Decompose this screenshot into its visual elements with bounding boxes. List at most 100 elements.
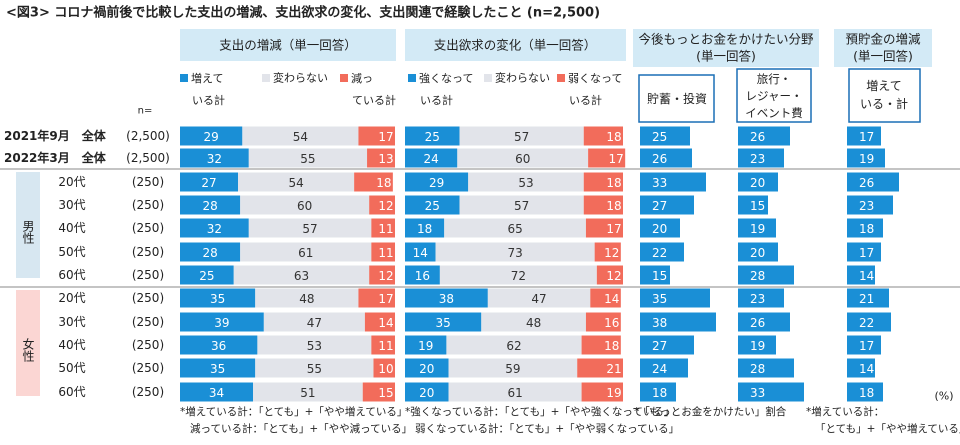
travel-leisure-bar bbox=[738, 126, 790, 146]
travel-leisure-value: 26 bbox=[750, 130, 765, 144]
header-bg-savings bbox=[834, 29, 932, 67]
footnote-savings: 「とても」+「やや増えている」 bbox=[815, 422, 960, 435]
savings-investment-bar bbox=[640, 382, 676, 402]
bar-same-bar bbox=[248, 218, 372, 238]
savings-investment-value: 20 bbox=[652, 222, 667, 236]
bar-decrease-value: 18 bbox=[606, 130, 621, 144]
bar-same-bar bbox=[435, 242, 595, 262]
bar-decrease-value: 10 bbox=[378, 362, 393, 376]
figure-title: <図3> コロナ禍前後で比較した支出の増減、支出欲求の変化、支出関連で経験したこ… bbox=[6, 5, 600, 21]
bar-increase-value: 24 bbox=[424, 152, 439, 166]
bar-same-bar bbox=[459, 195, 584, 215]
savings-increase-bar bbox=[847, 335, 881, 355]
bar-same-value: 73 bbox=[507, 246, 522, 260]
row-n: (250) bbox=[132, 291, 164, 305]
bar-increase-value: 20 bbox=[419, 386, 434, 400]
travel-leisure-value: 33 bbox=[750, 386, 765, 400]
bar-decrease-bar bbox=[373, 358, 395, 378]
bar-same-bar bbox=[255, 288, 359, 308]
row-n: (250) bbox=[132, 198, 164, 212]
bar-same-bar bbox=[457, 148, 589, 168]
savings-increase-value: 26 bbox=[859, 176, 874, 190]
bar-increase-bar bbox=[180, 218, 249, 238]
bar-decrease-value: 12 bbox=[378, 269, 393, 283]
panel-label-savings-increase: 増えて bbox=[866, 79, 901, 93]
travel-leisure-value: 28 bbox=[750, 362, 765, 376]
header-future-spending: 今後もっとお金をかけたい分野 bbox=[638, 32, 814, 47]
bar-same-bar bbox=[240, 195, 370, 215]
bar-same-value: 51 bbox=[300, 386, 315, 400]
row-n: (250) bbox=[132, 361, 164, 375]
travel-leisure-bar bbox=[738, 358, 794, 378]
header-bg-spending-change bbox=[180, 29, 396, 61]
row-label: 40代 bbox=[58, 338, 85, 352]
bar-decrease-bar bbox=[371, 218, 395, 238]
footnote-desire: *強くなっている計：「とても」+「やや強くなっている」 bbox=[405, 405, 674, 418]
legend-increase-label: 強くなっている計 bbox=[419, 72, 473, 107]
legend-decrease-label: 弱くなっている計 bbox=[568, 72, 622, 107]
savings-investment-value: 24 bbox=[652, 362, 667, 376]
unit-label: (%) bbox=[934, 390, 953, 403]
savings-investment-value: 18 bbox=[652, 386, 667, 400]
savings-investment-bar bbox=[640, 172, 706, 192]
legend-same-label: 変わらない bbox=[273, 71, 328, 85]
bar-increase-bar bbox=[180, 172, 239, 192]
bar-same-bar bbox=[439, 265, 597, 285]
panel-label-savings-investment: 貯蓄・投資 bbox=[647, 91, 707, 106]
bar-decrease-bar bbox=[596, 265, 623, 285]
bar-decrease-value: 12 bbox=[606, 269, 621, 283]
savings-investment-bar bbox=[640, 335, 694, 355]
bar-decrease-bar bbox=[371, 242, 395, 262]
group-label-female: 女性 bbox=[21, 337, 35, 363]
bar-increase-bar bbox=[405, 288, 488, 308]
bar-decrease-bar bbox=[581, 382, 623, 402]
bar-increase-bar bbox=[180, 382, 254, 402]
bar-increase-bar bbox=[405, 358, 449, 378]
savings-increase-value: 17 bbox=[859, 246, 874, 260]
header-desire-change: 支出欲求の変化（単一回答） bbox=[434, 38, 597, 53]
bar-same-value: 60 bbox=[297, 199, 312, 213]
savings-investment-value: 35 bbox=[652, 292, 667, 306]
legend-same-label: 変わらない bbox=[495, 71, 550, 85]
travel-leisure-value: 20 bbox=[750, 176, 765, 190]
row-label: 30代 bbox=[58, 315, 85, 329]
bar-same-value: 54 bbox=[288, 176, 303, 190]
bar-increase-value: 38 bbox=[439, 292, 454, 306]
savings-increase-value: 19 bbox=[859, 152, 874, 166]
bar-increase-value: 39 bbox=[214, 316, 229, 330]
bar-increase-bar bbox=[180, 148, 249, 168]
bar-decrease-bar bbox=[371, 335, 395, 355]
savings-increase-value: 18 bbox=[859, 222, 874, 236]
bar-increase-bar bbox=[405, 265, 440, 285]
bar-same-value: 53 bbox=[518, 176, 533, 190]
bar-decrease-value: 14 bbox=[378, 316, 393, 330]
savings-increase-value: 14 bbox=[859, 269, 874, 283]
bar-same-bar bbox=[257, 335, 372, 355]
row-label: 2022年3月 全体 bbox=[4, 150, 107, 165]
header-spending-change: 支出の増減（単一回答） bbox=[219, 38, 357, 53]
bar-decrease-bar bbox=[581, 335, 621, 355]
bar-same-value: 61 bbox=[507, 386, 522, 400]
bar-same-bar bbox=[468, 172, 584, 192]
bar-decrease-bar bbox=[583, 126, 623, 146]
legend-decrease-swatch bbox=[557, 74, 565, 82]
travel-leisure-bar bbox=[738, 242, 778, 262]
bar-decrease-bar bbox=[588, 148, 626, 168]
row-label: 30代 bbox=[58, 198, 85, 212]
panel-label-travel-leisure: 旅行・ bbox=[757, 72, 792, 86]
bar-same-bar bbox=[487, 288, 591, 308]
bar-same-bar bbox=[448, 382, 582, 402]
travel-leisure-value: 26 bbox=[750, 316, 765, 330]
bar-increase-value: 32 bbox=[207, 222, 222, 236]
bar-increase-bar bbox=[180, 242, 241, 262]
bar-increase-value: 16 bbox=[415, 269, 430, 283]
bar-increase-value: 18 bbox=[417, 222, 432, 236]
bar-increase-value: 29 bbox=[204, 130, 219, 144]
row-n: (2,500) bbox=[126, 151, 170, 165]
savings-investment-bar bbox=[640, 195, 694, 215]
savings-increase-value: 17 bbox=[859, 130, 874, 144]
bar-decrease-value: 11 bbox=[378, 339, 393, 353]
footnote-future: *「もっとお金をかけたい」割合 bbox=[634, 405, 787, 418]
bar-decrease-bar bbox=[364, 312, 395, 332]
bar-decrease-value: 18 bbox=[376, 176, 391, 190]
